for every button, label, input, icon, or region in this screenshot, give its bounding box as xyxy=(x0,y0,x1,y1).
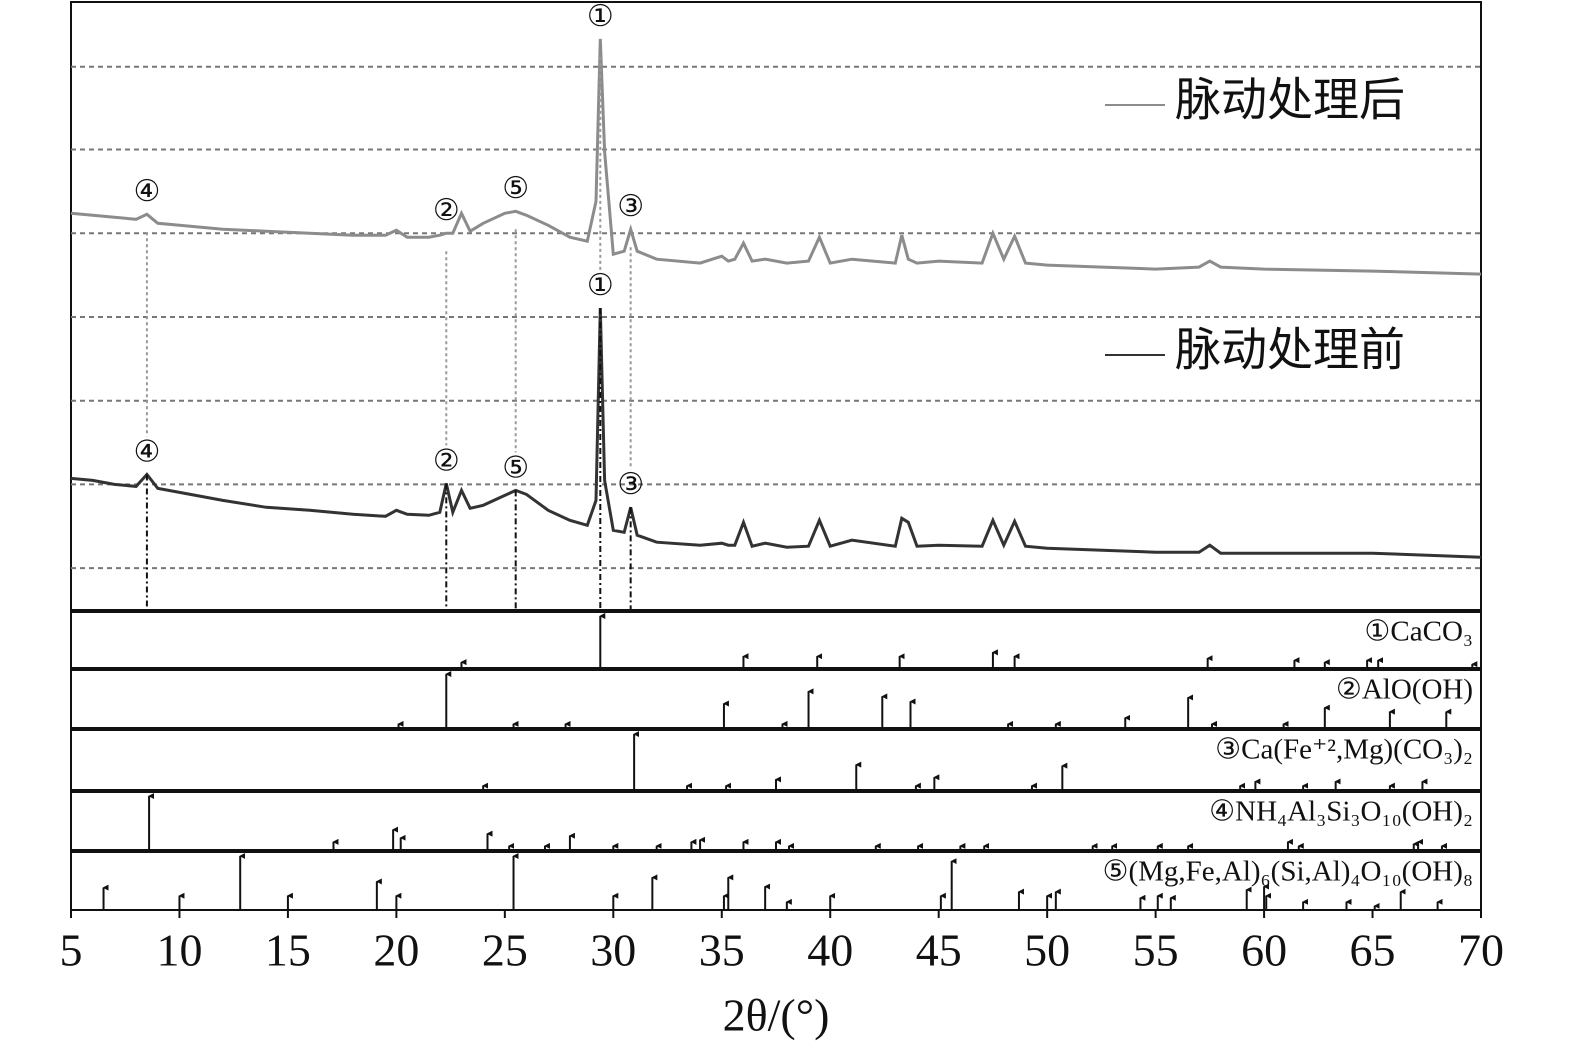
peak-label: ③ xyxy=(617,190,644,223)
legend-label: 脉动处理前 xyxy=(1175,325,1405,376)
plot-frame xyxy=(70,1,1482,611)
peak-label: ② xyxy=(433,444,460,477)
peak-label: ① xyxy=(587,0,614,33)
x-tick-label: 30 xyxy=(590,925,636,976)
reference-label: ②AlO(OH) xyxy=(1336,674,1473,706)
x-tick-label: 5 xyxy=(60,925,83,976)
peak-label: ⑤ xyxy=(502,172,529,205)
peak-label: ④ xyxy=(133,175,160,208)
x-tick-label: 10 xyxy=(156,925,202,976)
peak-label: ② xyxy=(433,194,460,227)
reference-label: ④NH₄Al₃Si₃O₁₀(OH)₂ xyxy=(1209,796,1473,828)
x-tick-label: 60 xyxy=(1241,925,1287,976)
x-tick-label: 55 xyxy=(1133,925,1179,976)
peak-label: ① xyxy=(587,269,614,302)
reference-label: ⑤(Mg,Fe,Al)₆(Si,Al)₄O₁₀(OH)₈ xyxy=(1102,856,1473,888)
x-tick-label: 25 xyxy=(482,925,528,976)
x-tick-label: 65 xyxy=(1350,925,1396,976)
reference-panel xyxy=(70,611,1482,669)
peak-label: ④ xyxy=(133,435,160,468)
reference-label: ①CaCO₃ xyxy=(1364,616,1473,648)
x-axis-label: 2θ/(°) xyxy=(723,990,830,1041)
xrd-curve xyxy=(70,38,1482,276)
x-tick-label: 35 xyxy=(699,925,745,976)
legend-label: 脉动处理后 xyxy=(1175,75,1405,126)
reference-panel xyxy=(70,851,1482,911)
x-tick-label: 20 xyxy=(373,925,419,976)
reference-label: ③Ca(Fe⁺²,Mg)(CO₃)₂ xyxy=(1215,734,1473,766)
peak-label: ③ xyxy=(617,468,644,501)
peak-label: ⑤ xyxy=(502,451,529,484)
x-tick-label: 50 xyxy=(1024,925,1070,976)
x-tick-label: 40 xyxy=(807,925,853,976)
xrd-curve xyxy=(70,307,1482,559)
x-tick-label: 70 xyxy=(1458,925,1504,976)
reference-panel xyxy=(70,669,1482,729)
x-tick-label: 15 xyxy=(265,925,311,976)
x-tick-label: 45 xyxy=(916,925,962,976)
